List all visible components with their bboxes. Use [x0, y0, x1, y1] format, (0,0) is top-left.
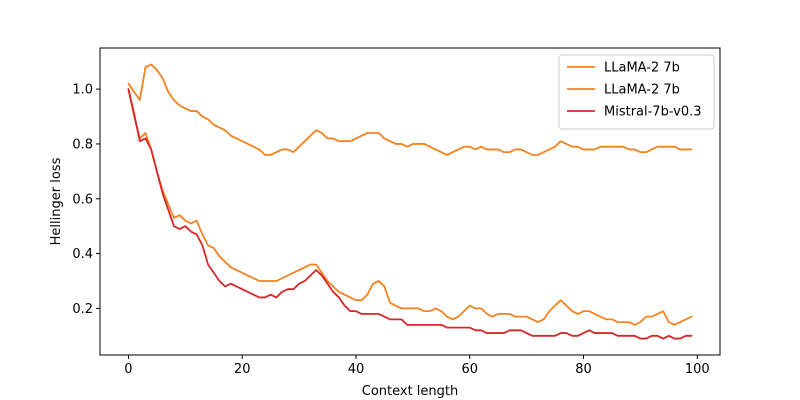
y-tick-label: 0.2 [72, 302, 93, 317]
legend-label: LLaMA-2 7b [604, 83, 680, 98]
x-tick-label: 0 [124, 362, 132, 377]
legend-label: LLaMA-2 7b [604, 61, 680, 76]
series-line-2 [127, 88, 693, 326]
x-tick-label: 40 [348, 362, 365, 377]
y-axis-ticks: 0.2 0.4 0.6 0.8 1.0 [72, 83, 100, 317]
y-tick-label: 1.0 [72, 83, 93, 98]
plot-lines [127, 63, 693, 340]
x-tick-label: 60 [461, 362, 478, 377]
y-tick-label: 0.4 [72, 247, 93, 262]
legend: LLaMA-2 7b LLaMA-2 7b Mistral-7b-v0.3 [558, 54, 715, 130]
series-line-3 [127, 88, 693, 340]
y-tick-label: 0.8 [72, 137, 93, 152]
axes-frame [99, 47, 721, 356]
series-line-1 [127, 63, 693, 156]
x-tick-label: 80 [575, 362, 592, 377]
y-tick-label: 0.6 [72, 192, 93, 207]
legend-box [558, 54, 715, 130]
x-axis-ticks: 0 20 40 60 80 100 [124, 355, 710, 377]
x-axis-label: Context length [362, 384, 459, 399]
y-axis-label: Hellinger loss [49, 157, 64, 245]
x-tick-label: 100 [685, 362, 710, 377]
x-tick-label: 20 [234, 362, 251, 377]
legend-label: Mistral-7b-v0.3 [604, 105, 702, 120]
